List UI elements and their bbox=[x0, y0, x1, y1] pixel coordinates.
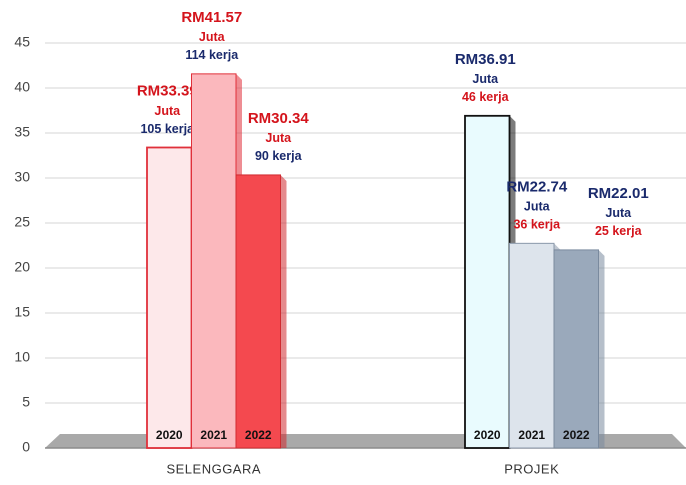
value-unit: Juta bbox=[265, 131, 292, 145]
value-unit: Juta bbox=[154, 104, 181, 118]
y-tick-label: 15 bbox=[14, 304, 30, 320]
series-year: 2021 bbox=[518, 428, 545, 442]
y-tick-label: 20 bbox=[14, 259, 30, 275]
bar bbox=[146, 146, 193, 449]
y-tick-label: 25 bbox=[14, 214, 30, 230]
job-count: 105 kerja bbox=[140, 122, 195, 136]
value-label: RM36.91 bbox=[455, 51, 516, 68]
bar bbox=[464, 114, 511, 449]
value-unit: Juta bbox=[199, 30, 226, 44]
y-tick-label: 35 bbox=[14, 124, 30, 140]
job-count: 36 kerja bbox=[513, 218, 561, 232]
series-year: 2021 bbox=[200, 428, 227, 442]
job-count: 25 kerja bbox=[595, 224, 643, 238]
bar-side bbox=[280, 174, 287, 448]
value-label: RM22.74 bbox=[506, 178, 568, 195]
y-tick-label: 5 bbox=[22, 394, 30, 410]
y-tick-label: 0 bbox=[22, 439, 30, 455]
bar bbox=[235, 174, 281, 449]
job-count: 46 kerja bbox=[462, 90, 510, 104]
value-label: RM41.57 bbox=[181, 9, 242, 26]
job-count: 90 kerja bbox=[255, 149, 303, 163]
value-unit: Juta bbox=[472, 72, 499, 86]
value-label: RM30.34 bbox=[248, 110, 310, 127]
bar-side bbox=[598, 249, 605, 448]
series-year: 2022 bbox=[245, 428, 272, 442]
x-tick-label: SELENGGARA bbox=[166, 461, 261, 476]
bar bbox=[509, 242, 555, 449]
job-count: 114 kerja bbox=[185, 48, 239, 62]
bar bbox=[553, 249, 599, 449]
y-tick-label: 45 bbox=[14, 34, 30, 50]
y-tick-label: 10 bbox=[14, 349, 30, 365]
series-year: 2022 bbox=[563, 428, 590, 442]
y-tick-label: 40 bbox=[14, 79, 30, 95]
value-unit: Juta bbox=[605, 206, 632, 220]
series-year: 2020 bbox=[156, 428, 183, 442]
value-label: RM33.39 bbox=[137, 82, 198, 99]
value-unit: Juta bbox=[524, 200, 551, 214]
x-tick-label: PROJEK bbox=[504, 461, 559, 476]
y-tick-label: 30 bbox=[14, 169, 30, 185]
value-label: RM22.01 bbox=[588, 185, 649, 202]
series-year: 2020 bbox=[474, 428, 501, 442]
bar bbox=[191, 73, 237, 449]
